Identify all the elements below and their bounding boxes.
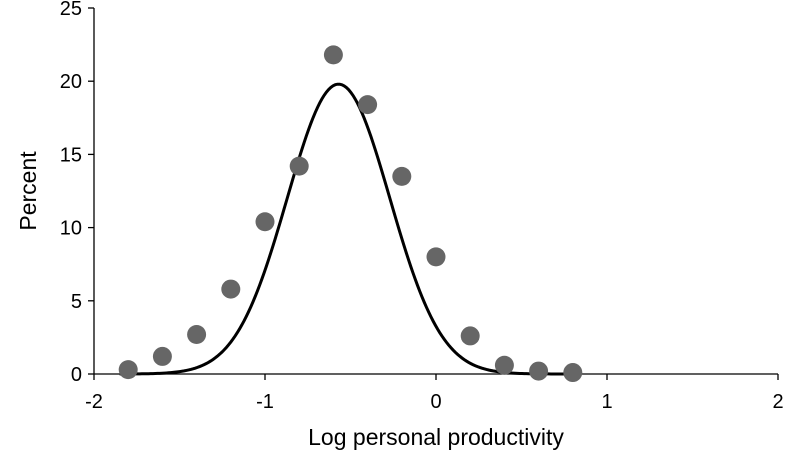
data-point [323,45,343,65]
x-tick-label: -2 [85,391,103,413]
x-tick-label: 0 [430,391,441,413]
x-ticks: -2 -1 0 1 2 [85,374,784,413]
data-point [392,166,412,186]
data-point [563,363,583,383]
data-point [426,247,446,267]
y-tick-label: 25 [60,0,82,20]
y-axis-title: Percent [15,151,41,231]
data-point [152,346,172,366]
x-axis: -2 -1 0 1 2 [85,373,784,413]
y-ticks: 0 5 10 15 20 25 [60,0,94,386]
x-tick-label: -1 [256,391,274,413]
data-point [221,279,241,299]
data-point [289,156,309,176]
y-tick-label: 0 [71,364,82,386]
y-tick-label: 20 [60,71,82,93]
fitted-curve [119,82,565,376]
y-tick-label: 10 [60,218,82,240]
y-tick-label: 5 [71,291,82,313]
y-axis: 0 5 10 15 20 25 [60,0,95,386]
y-tick-label: 15 [60,144,82,166]
data-points [118,45,583,383]
data-point [358,95,378,115]
x-axis-title: Log personal productivity [308,424,564,450]
data-point [255,212,275,232]
data-point [187,324,207,344]
x-tick-label: 2 [772,391,783,413]
x-tick-label: 1 [601,391,612,413]
data-point [460,326,480,346]
data-point [494,355,514,375]
data-point [118,360,138,380]
data-point [529,361,549,381]
